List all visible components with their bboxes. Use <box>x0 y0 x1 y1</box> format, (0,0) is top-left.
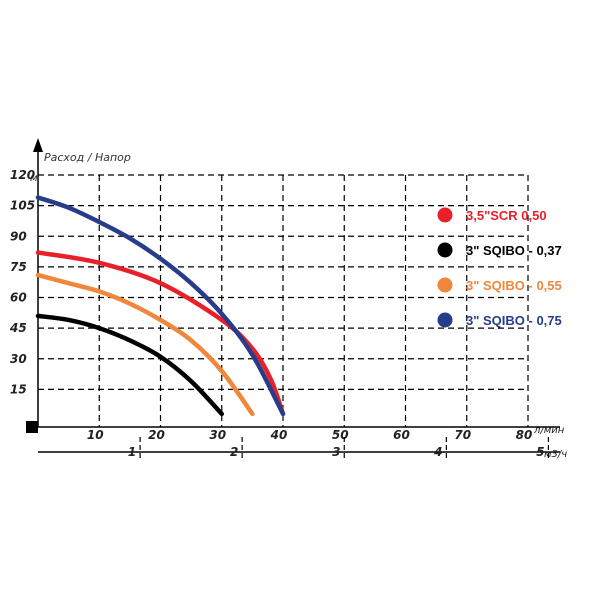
y-unit-label: м <box>30 173 38 184</box>
legend-marker-2 <box>437 277 453 293</box>
x2-tick-label: 4 <box>433 445 442 459</box>
x2-tick-label: 2 <box>230 445 238 459</box>
y-tick-label: 75 <box>10 260 27 274</box>
legend-label-2: 3" SQIBO - 0,55 <box>466 278 562 293</box>
y-tick-label: 105 <box>10 199 35 213</box>
series-line-3 <box>35 195 286 417</box>
legend-marker-3 <box>437 312 453 328</box>
y-tick-label: 90 <box>10 229 27 243</box>
legend: 3,5"SCR 0,50 3" SQIBO - 0,37 3" SQIBO - 0,… <box>437 207 562 328</box>
series-line-1 <box>35 313 224 417</box>
x-tick-label: 40 <box>270 428 288 442</box>
legend-marker-0 <box>437 207 453 223</box>
axes <box>26 138 560 453</box>
y-tick-label: 30 <box>10 352 27 366</box>
y-axis-arrow-icon <box>33 138 43 152</box>
series <box>35 195 286 417</box>
series-line-0 <box>35 250 286 417</box>
x-tick-label: 50 <box>332 428 349 442</box>
origin-marker <box>26 421 38 433</box>
x-tick-label: 70 <box>454 428 471 442</box>
x2-tick-label: 5 <box>536 445 544 459</box>
x-tick-label: 20 <box>148 428 165 442</box>
x2-tick-label: 1 <box>128 445 136 459</box>
grid <box>38 174 529 427</box>
x-tick-label: 10 <box>87 428 104 442</box>
x2-tick-label: 3 <box>332 445 340 459</box>
x-unit-label: л/мин <box>533 425 565 436</box>
x-tick-label: 80 <box>516 428 533 442</box>
chart-title: Расход / Напор <box>44 151 131 164</box>
y-tick-label: 120 <box>10 168 35 182</box>
series-line-2 <box>35 272 255 417</box>
x-tick-label: 60 <box>393 428 410 442</box>
legend-label-1: 3" SQIBO - 0,37 <box>466 243 562 258</box>
y-tick-label: 45 <box>9 321 27 335</box>
legend-label-0: 3,5"SCR 0,50 <box>466 208 547 223</box>
legend-marker-1 <box>437 242 453 258</box>
x-tick-label: 30 <box>209 428 226 442</box>
legend-label-3: 3" SQIBO - 0,75 <box>466 313 562 328</box>
y-tick-label: 15 <box>10 382 27 396</box>
x2-unit-label: м3/ч <box>544 449 567 460</box>
y-tick-label: 60 <box>10 291 27 305</box>
